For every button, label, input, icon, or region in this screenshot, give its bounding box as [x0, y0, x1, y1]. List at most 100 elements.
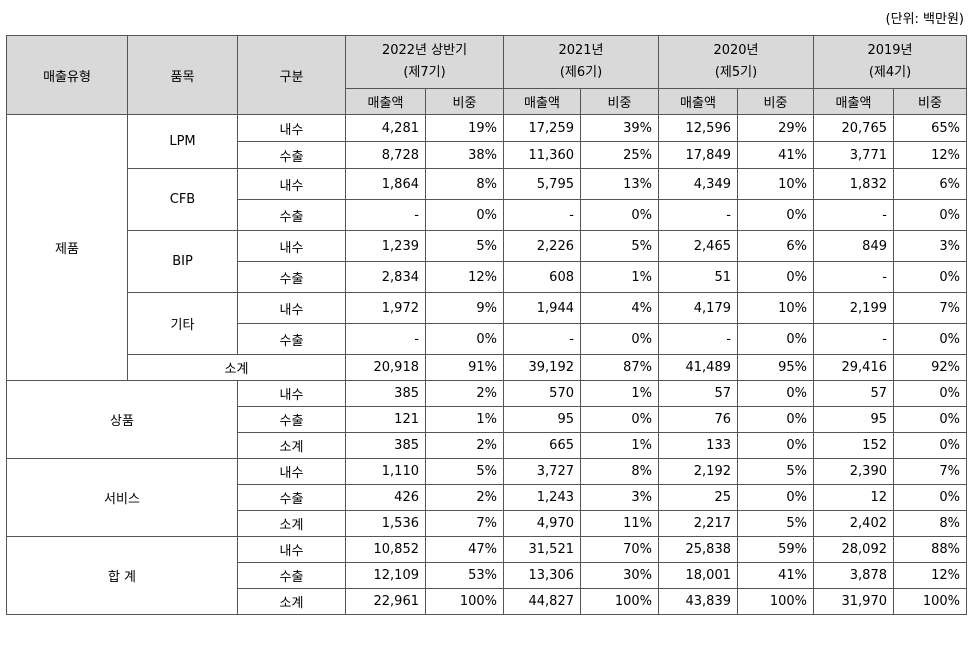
sales-cell: 95 [503, 406, 581, 433]
sales-cell: 1,972 [345, 292, 426, 324]
sales-cell: 608 [503, 261, 581, 293]
sales-cell: 11,360 [503, 141, 581, 169]
share-cell: 4% [580, 292, 659, 324]
sales-cell: - [345, 199, 426, 231]
share-cell: 41% [737, 141, 814, 169]
sales-cell: 3,771 [813, 141, 894, 169]
share-cell: 65% [893, 114, 967, 142]
share-cell: 0% [893, 484, 967, 511]
share-cell: 12% [893, 141, 967, 169]
share-cell: 7% [893, 292, 967, 324]
share-cell: 0% [425, 323, 504, 355]
share-header: 비중 [580, 88, 659, 115]
sales-cell: 2,226 [503, 230, 581, 262]
sales-cell: 17,849 [658, 141, 738, 169]
share-cell: 0% [893, 432, 967, 459]
share-cell: 5% [425, 230, 504, 262]
table-row: 상품 내수 385 2% 570 1% 57 0% 57 0% [6, 380, 967, 459]
sales-cell: 25 [658, 484, 738, 511]
division-cell: 수출 [237, 199, 346, 231]
period-term: (제4기) [868, 65, 912, 80]
division-cell: 내수 [237, 168, 346, 200]
division-cell: 수출 [237, 323, 346, 355]
share-cell: 0% [737, 380, 814, 407]
share-cell: 6% [737, 230, 814, 262]
sales-cell: 849 [813, 230, 894, 262]
share-cell: 0% [737, 406, 814, 433]
share-cell: 95% [737, 354, 814, 381]
share-cell: 0% [737, 261, 814, 293]
sales-cell: 25,838 [658, 536, 738, 563]
sales-cell: 2,390 [813, 458, 894, 485]
division-cell: 내수 [237, 292, 346, 324]
sales-cell: 4,970 [503, 510, 581, 537]
share-cell: 12% [425, 261, 504, 293]
share-cell: 5% [737, 510, 814, 537]
share-cell: 3% [580, 484, 659, 511]
sales-cell: 1,832 [813, 168, 894, 200]
share-cell: 100% [893, 588, 967, 615]
share-cell: 38% [425, 141, 504, 169]
sales-cell: 57 [813, 380, 894, 407]
sales-cell: 133 [658, 432, 738, 459]
table-row: 수출 426 2% 1,243 3% 25 0% 12 0% [7, 484, 967, 511]
sales-cell: 43,839 [658, 588, 738, 615]
share-cell: 5% [580, 230, 659, 262]
share-cell: 39% [580, 114, 659, 142]
sales-cell: 31,970 [813, 588, 894, 615]
sales-cell: 1,110 [345, 458, 426, 485]
sales-cell: 12 [813, 484, 894, 511]
table-row: 수출 121 1% 95 0% 76 0% 95 0% [7, 406, 967, 433]
sales-cell: 121 [345, 406, 426, 433]
sales-cell: 2,217 [658, 510, 738, 537]
sales-cell: 22,961 [345, 588, 426, 615]
division-cell: 수출 [237, 484, 346, 511]
sales-cell: 3,727 [503, 458, 581, 485]
division-cell: 소계 [237, 432, 346, 459]
table-row: 소계 385 2% 665 1% 133 0% 152 0% [7, 432, 967, 459]
share-cell: 1% [425, 406, 504, 433]
table-row: 수출 2,834 12% 608 1% 51 0% -0% [7, 261, 967, 293]
share-cell: 0% [893, 406, 967, 433]
sales-cell: 29,416 [813, 354, 894, 381]
sales-cell: 1,944 [503, 292, 581, 324]
sales-header: 매출액 [345, 88, 426, 115]
share-cell: 100% [737, 588, 814, 615]
period-term: (제5기) [714, 65, 758, 80]
share-cell: 10% [737, 292, 814, 324]
sales-cell: 3,878 [813, 562, 894, 589]
share-cell: 19% [425, 114, 504, 142]
sales-cell: 41,489 [658, 354, 738, 381]
sales-cell: 4,281 [345, 114, 426, 142]
share-cell: 0% [893, 199, 967, 231]
division-cell: 수출 [237, 406, 346, 433]
share-cell: 10% [737, 168, 814, 200]
header-cell: 매출유형 [6, 35, 128, 115]
type-cell: 서비스 [6, 458, 238, 537]
share-cell: 8% [580, 458, 659, 485]
table-row: CFB 내수 1,864 8% 5,795 13% 4,349 10% 1,832 6% [7, 168, 967, 231]
sales-cell: 44,827 [503, 588, 581, 615]
sales-cell: 4,349 [658, 168, 738, 200]
table-row: 수출 8,728 38% 11,360 25% 17,849 41% 3,771 12% [7, 141, 967, 169]
type-cell: 합 계 [6, 536, 238, 615]
sales-cell: 20,918 [345, 354, 426, 381]
sales-cell: 18,001 [658, 562, 738, 589]
type-cell: 제품 [6, 114, 128, 381]
sales-cell: - [658, 199, 738, 231]
share-cell: 1% [580, 261, 659, 293]
item-cell: CFB [127, 168, 238, 231]
table-body: 제품 LPM 내수 4,281 19% 17,259 39% 12,596 29% 20,765 6… [6, 114, 967, 615]
share-cell: 0% [580, 199, 659, 231]
share-cell: 100% [580, 588, 659, 615]
table-row: 수출 -0% -0% -0% -0% [7, 323, 967, 355]
share-cell: 30% [580, 562, 659, 589]
sales-cell: - [813, 199, 894, 231]
division-cell: 소계 [237, 588, 346, 615]
period-header: 2022년 상반기 (제7기) [345, 35, 504, 89]
share-cell: 13% [580, 168, 659, 200]
sales-header: 매출액 [503, 88, 581, 115]
type-cell: 상품 [6, 380, 238, 459]
share-cell: 88% [893, 536, 967, 563]
